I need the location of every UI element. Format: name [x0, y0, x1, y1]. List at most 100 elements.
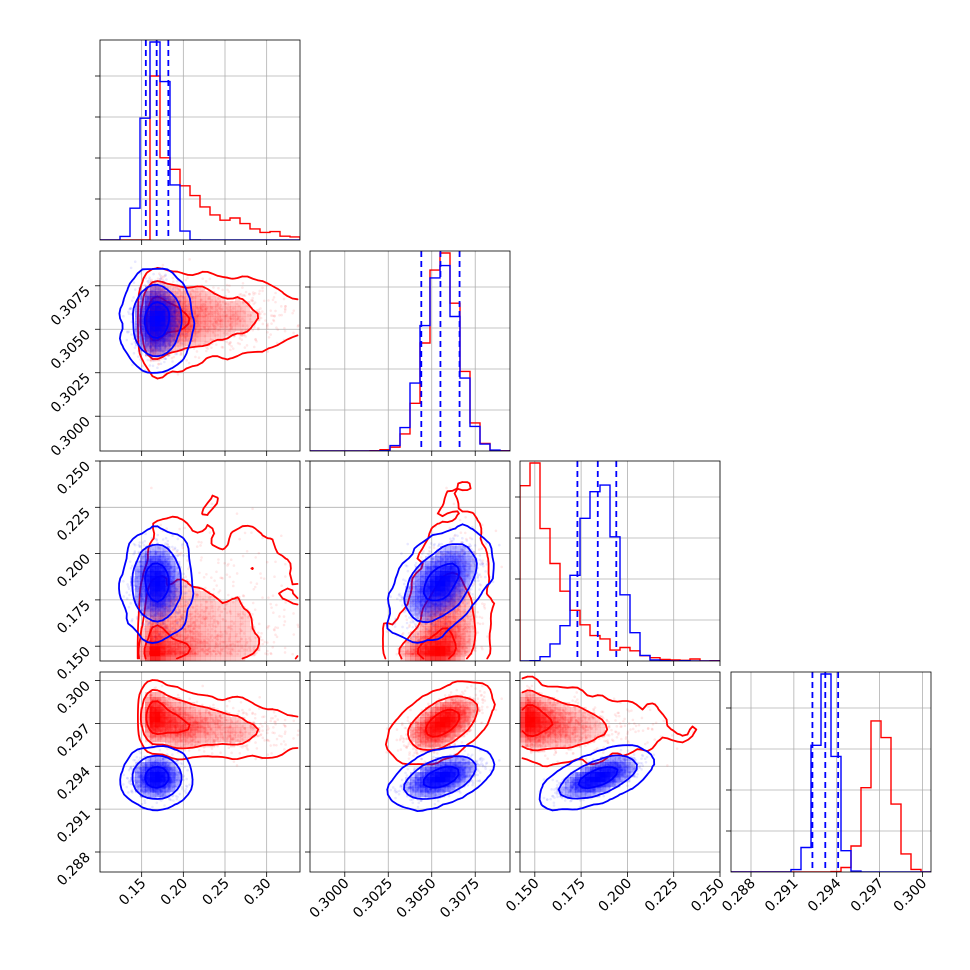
scatter-point — [238, 337, 242, 340]
scatter-point — [205, 346, 208, 349]
scatter-point — [146, 358, 150, 362]
scatter-point — [138, 297, 142, 301]
scatter-point — [241, 594, 245, 597]
density-cell — [220, 626, 226, 632]
scatter-point — [139, 303, 143, 307]
scatter-point — [154, 285, 157, 289]
density-cell — [195, 636, 201, 642]
density-cell — [195, 646, 201, 652]
density-cell — [215, 646, 221, 652]
scatter-point — [250, 531, 253, 535]
density-cell — [225, 641, 231, 647]
scatter-point — [259, 572, 262, 575]
scatter-point — [216, 328, 220, 332]
scatter-point — [223, 314, 227, 318]
scatter-point — [171, 276, 175, 280]
density-cell — [185, 301, 191, 307]
scatter-point — [170, 605, 174, 608]
scatter-point — [229, 317, 233, 321]
scatter-point — [127, 312, 131, 316]
density-cell — [235, 301, 241, 307]
scatter-point — [251, 601, 255, 605]
scatter-point — [227, 593, 230, 597]
scatter-point — [217, 317, 220, 320]
scatter-point — [147, 349, 150, 352]
scatter-point — [185, 331, 188, 334]
density-cell — [190, 291, 196, 297]
scatter-point — [213, 636, 216, 640]
density-cell — [200, 611, 206, 617]
density-cell — [150, 281, 156, 287]
scatter-point — [179, 353, 182, 357]
scatter-point — [198, 292, 202, 296]
density-cell — [250, 641, 256, 647]
density-cell — [190, 326, 196, 332]
scatter-point — [175, 571, 179, 575]
density-cell — [240, 311, 246, 317]
scatter-point — [251, 507, 254, 511]
scatter-point — [149, 351, 152, 355]
density-cell — [145, 296, 151, 302]
scatter-point — [134, 322, 138, 326]
scatter-point — [202, 319, 206, 323]
density-cell — [135, 336, 141, 342]
density-cell — [150, 286, 156, 292]
scatter-point — [153, 279, 157, 283]
scatter-point — [159, 349, 162, 353]
scatter-point — [195, 316, 199, 320]
scatter-point — [210, 346, 213, 349]
scatter-point — [198, 571, 201, 575]
scatter-point — [236, 317, 240, 320]
scatter-point — [236, 309, 239, 313]
scatter-point — [212, 325, 216, 329]
scatter-point — [215, 321, 218, 324]
scatter-point — [280, 313, 283, 317]
scatter-point — [237, 304, 241, 308]
scatter-point — [254, 337, 257, 341]
scatter-point — [153, 288, 157, 292]
density-cell — [155, 296, 161, 302]
scatter-point — [228, 639, 231, 643]
scatter-point — [269, 314, 273, 317]
density-cell — [210, 641, 216, 647]
scatter-point — [228, 633, 232, 636]
scatter-point — [137, 287, 141, 290]
scatter-point — [210, 307, 214, 311]
density-cell — [185, 306, 191, 312]
scatter-point — [242, 594, 246, 598]
density-cell — [210, 606, 216, 612]
scatter-point — [146, 280, 149, 283]
scatter-point — [192, 620, 196, 624]
scatter-point — [199, 298, 203, 302]
scatter-point — [203, 325, 206, 329]
density-cell — [150, 291, 156, 297]
scatter-point — [188, 258, 191, 261]
density-cell — [225, 301, 231, 307]
scatter-point — [130, 342, 134, 346]
scatter-point — [257, 622, 261, 626]
scatter-point — [164, 297, 168, 301]
scatter-point — [142, 301, 146, 305]
scatter-point — [153, 292, 156, 296]
scatter-point — [251, 296, 254, 300]
scatter-point — [133, 260, 137, 263]
scatter-point — [292, 612, 295, 615]
density-cell — [245, 616, 251, 622]
scatter-point — [146, 343, 149, 346]
scatter-point — [171, 335, 174, 338]
scatter-point — [183, 638, 187, 641]
density-cell — [200, 301, 206, 307]
scatter-point — [137, 320, 141, 324]
scatter-point — [336, 315, 339, 318]
scatter-point — [160, 289, 163, 292]
density-cell — [170, 286, 176, 292]
scatter-point — [150, 290, 154, 293]
density-cell — [145, 301, 151, 307]
scatter-point — [190, 650, 194, 654]
scatter-point — [186, 339, 189, 342]
scatter-point — [143, 341, 146, 345]
density-cell — [150, 321, 156, 327]
scatter-point — [278, 615, 281, 618]
scatter-point — [275, 635, 279, 639]
scatter-point — [272, 318, 275, 322]
